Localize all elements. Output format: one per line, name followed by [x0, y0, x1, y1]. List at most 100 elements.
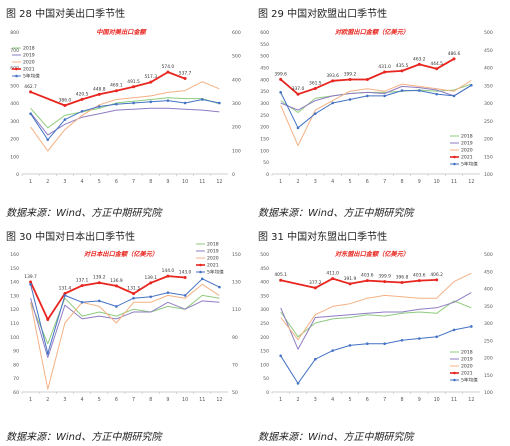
series-point-5年均值	[200, 98, 204, 101]
legend-label: 5年均值	[461, 161, 478, 168]
x-tick-label: 2	[46, 179, 49, 185]
legend-marker	[453, 155, 456, 159]
series-point-5年均值	[97, 105, 101, 108]
y-left-tick-label: 150	[260, 349, 269, 355]
x-tick-label: 10	[434, 397, 440, 403]
x-tick-label: 11	[199, 179, 205, 185]
legend-marker	[453, 162, 456, 166]
y-left-tick-label: 500	[260, 54, 269, 60]
x-tick-label: 2	[46, 397, 49, 403]
series-point-2021	[166, 70, 170, 74]
legend-label: 2021	[461, 155, 473, 161]
y-right-tick-label: 300	[484, 321, 493, 327]
data-label: 537.7	[179, 71, 192, 77]
x-tick-label: 5	[348, 179, 351, 185]
data-label: 137.1	[76, 278, 89, 284]
y-right-tick-label: 500	[484, 30, 493, 36]
series-point-2021	[365, 78, 369, 82]
figure-31-caption: 图 31 中国对东盟出口季节性	[258, 232, 388, 243]
chart-title: 对欧盟出口金额（亿美元）	[335, 28, 409, 36]
y-left-tick-label: 130	[10, 293, 19, 299]
legend-marker	[15, 74, 18, 78]
x-tick-label: 10	[182, 179, 188, 185]
x-tick-label: 7	[132, 397, 135, 403]
series-point-2021	[132, 292, 136, 296]
y-right-tick-label: 400	[484, 287, 493, 293]
y-left-tick-label: 450	[260, 266, 269, 272]
figure-30-caption: 图 30 中国对日本出口季节性	[6, 232, 136, 243]
series-point-5年均值	[149, 100, 153, 104]
x-tick-label: 2	[296, 179, 299, 185]
series-point-5年均值	[366, 342, 369, 345]
source-note-3: 数据来源：Wind、方正中期研究院	[6, 432, 162, 443]
y-left-tick-label: 150	[260, 137, 269, 143]
series-point-5年均值	[435, 335, 438, 339]
series-point-2021	[331, 79, 335, 83]
y-right-tick-label: 250	[484, 119, 493, 125]
series-point-5年均值	[279, 91, 282, 94]
legend-label: 2020	[23, 60, 35, 66]
series-point-2021	[296, 92, 300, 96]
series-point-2021	[279, 77, 283, 81]
series-point-5年均值	[149, 295, 153, 299]
series-point-5年均值	[348, 344, 352, 347]
y-left-tick-label: 300	[260, 307, 269, 313]
y-right-tick-label: 100	[232, 148, 241, 154]
x-tick-label: 8	[400, 179, 403, 185]
series-point-5年均值	[279, 354, 282, 358]
series-point-2021	[149, 80, 153, 84]
series-line-2021	[30, 71, 186, 107]
series-point-5年均值	[418, 89, 421, 92]
y-right-tick-label: 500	[484, 252, 493, 258]
x-tick-label: 2	[296, 397, 299, 403]
y-right-tick-label: 90	[232, 335, 238, 341]
data-label: 139.1	[144, 275, 157, 281]
x-tick-label: 8	[149, 397, 152, 403]
y-left-tick-label: 90	[13, 349, 19, 355]
chart-title: 对东盟出口金额（亿美元）	[335, 250, 409, 258]
y-left-tick-label: 70	[13, 376, 19, 382]
x-tick-label: 5	[98, 397, 101, 403]
series-line-5年均值	[280, 84, 472, 129]
data-label: 420.5	[76, 91, 89, 97]
data-label: 405.1	[274, 272, 287, 278]
series-point-5年均值	[314, 357, 317, 361]
series-point-5年均值	[314, 112, 317, 115]
series-line-2020	[30, 283, 220, 390]
series-point-2021	[313, 86, 317, 90]
series-point-5年均值	[418, 337, 421, 340]
series-point-2021	[348, 78, 352, 82]
data-label: 393.6	[326, 73, 339, 79]
y-right-tick-label: 150	[484, 373, 493, 379]
y-right-tick-label: 0	[232, 172, 235, 178]
series-point-5年均值	[80, 109, 84, 113]
y-left-tick-label: 550	[260, 42, 269, 48]
data-label: 462.7	[24, 84, 37, 90]
series-line-5年均值	[280, 326, 472, 384]
series-point-2021	[400, 280, 404, 284]
x-tick-label: 7	[132, 179, 135, 185]
y-left-tick-label: 400	[260, 280, 269, 286]
series-point-5年均值	[470, 83, 473, 87]
data-label: 403.6	[413, 273, 426, 279]
series-point-5年均值	[166, 99, 170, 102]
series-point-2021	[435, 67, 439, 71]
series-point-5年均值	[63, 294, 67, 297]
series-point-2021	[313, 286, 317, 290]
y-left-tick-label: 80	[13, 362, 19, 368]
series-point-5年均值	[46, 352, 50, 355]
data-label: 469.1	[110, 83, 123, 89]
x-tick-label: 4	[81, 179, 84, 185]
series-line-2020	[280, 272, 472, 341]
y-right-tick-label: 200	[484, 137, 493, 143]
x-tick-label: 5	[98, 179, 101, 185]
y-right-tick-label: 200	[232, 125, 241, 131]
data-label: 431.0	[378, 64, 391, 70]
data-label: 136.9	[110, 278, 123, 284]
x-tick-label: 7	[383, 179, 386, 185]
series-point-2021	[331, 277, 335, 281]
series-point-5年均值	[46, 138, 50, 141]
